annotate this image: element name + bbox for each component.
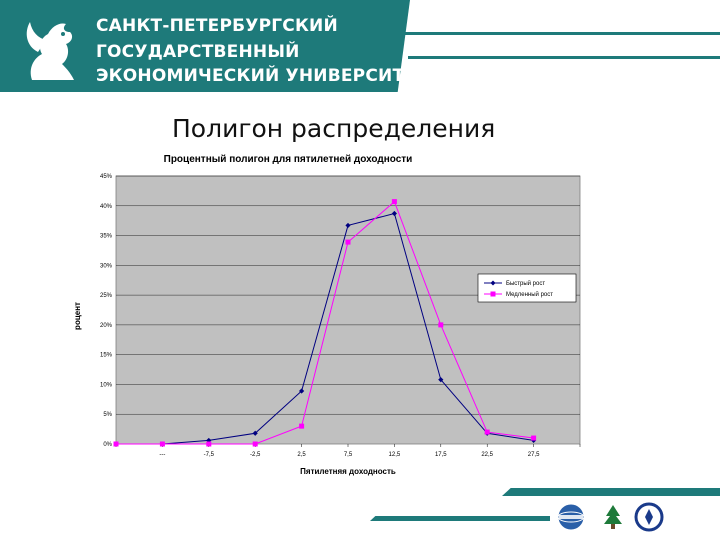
x-tick-label: 17,5 bbox=[435, 452, 447, 458]
data-point bbox=[113, 441, 119, 447]
y-tick-label: 45% bbox=[100, 174, 113, 180]
y-tick-label: 15% bbox=[100, 353, 113, 359]
data-point bbox=[299, 423, 305, 429]
header-stripe bbox=[360, 32, 720, 35]
legend-label: Медленный рост bbox=[506, 291, 553, 298]
x-tick-label: 7,5 bbox=[344, 452, 353, 458]
x-axis-label: Пятилетняя доходность bbox=[300, 467, 396, 476]
header-stripe bbox=[408, 56, 720, 59]
y-tick-label: 0% bbox=[103, 442, 112, 448]
x-tick-label: -7,5 bbox=[204, 452, 215, 458]
data-point bbox=[345, 239, 351, 245]
legend-marker bbox=[490, 291, 496, 297]
griffin-logo bbox=[26, 22, 75, 80]
series-layer bbox=[113, 199, 537, 447]
data-point bbox=[206, 441, 212, 447]
y-axis-ticks: 0% 5% 10% 15% 20% 25% 30% 35% 40% 45% bbox=[100, 174, 113, 448]
grid-lines bbox=[116, 175, 580, 415]
y-tick-label: 25% bbox=[100, 293, 113, 299]
y-tick-label: 30% bbox=[100, 263, 113, 269]
slide-title: Полигон распределения bbox=[172, 114, 496, 143]
data-point bbox=[484, 429, 490, 435]
data-point bbox=[345, 222, 351, 229]
footer-band bbox=[370, 516, 550, 521]
data-point bbox=[531, 435, 537, 441]
x-tick-label: 22,5 bbox=[481, 452, 493, 458]
partner-logo-globe bbox=[557, 503, 585, 531]
data-point bbox=[391, 210, 397, 217]
partner-logo-emblem bbox=[634, 502, 664, 532]
data-point bbox=[438, 377, 444, 383]
plot-area bbox=[115, 175, 581, 445]
partner-logo-tree bbox=[604, 505, 622, 529]
legend-label: Быстрый рост bbox=[506, 280, 545, 287]
series-line bbox=[116, 200, 534, 445]
frequency-polygon-chart: Процентный полигон для пятилетней доходн… bbox=[73, 154, 581, 476]
data-point bbox=[206, 437, 212, 444]
y-axis-label: роцент bbox=[73, 302, 82, 330]
footer-band bbox=[502, 488, 720, 496]
x-tick-label: -2,5 bbox=[250, 452, 261, 458]
x-tick-label: 12,5 bbox=[389, 452, 401, 458]
data-point bbox=[438, 322, 444, 328]
y-tick-label: 40% bbox=[100, 204, 113, 210]
x-tick-label: 2,5 bbox=[297, 452, 306, 458]
x-tick-label: 27,5 bbox=[528, 452, 540, 458]
x-tick-label: --- bbox=[159, 452, 165, 458]
data-point bbox=[252, 430, 258, 436]
legend: Быстрый рост Медленный рост bbox=[477, 273, 577, 303]
y-tick-label: 20% bbox=[100, 323, 113, 329]
data-point bbox=[252, 441, 258, 447]
university-name-line-3: ЭКОНОМИЧЕСКИЙ УНИВЕРСИТЕТ bbox=[96, 66, 428, 86]
legend-box bbox=[477, 273, 577, 303]
x-axis-ticks: --- -7,5 -2,5 2,5 7,5 12,5 17,5 22,5 27,5 bbox=[115, 444, 581, 458]
university-name-line-1: САНКТ-ПЕТЕРБУРГСКИЙ bbox=[96, 16, 338, 36]
y-tick-label: 10% bbox=[100, 382, 113, 388]
data-point bbox=[391, 199, 397, 205]
data-point bbox=[159, 441, 165, 447]
chart-title: Процентный полигон для пятилетней доходн… bbox=[164, 154, 413, 165]
y-tick-label: 5% bbox=[103, 412, 112, 418]
y-tick-label: 35% bbox=[100, 234, 113, 240]
legend-marker bbox=[490, 280, 496, 286]
university-name-line-2: ГОСУДАРСТВЕННЫЙ bbox=[96, 42, 300, 62]
